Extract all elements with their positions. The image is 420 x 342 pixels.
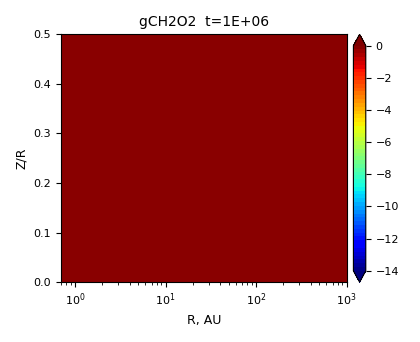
X-axis label: R, AU: R, AU — [186, 314, 221, 327]
Title: gCH2O2  t=1E+06: gCH2O2 t=1E+06 — [139, 15, 269, 29]
PathPatch shape — [353, 34, 366, 45]
Y-axis label: Z/R: Z/R — [15, 147, 28, 169]
PathPatch shape — [353, 271, 366, 282]
